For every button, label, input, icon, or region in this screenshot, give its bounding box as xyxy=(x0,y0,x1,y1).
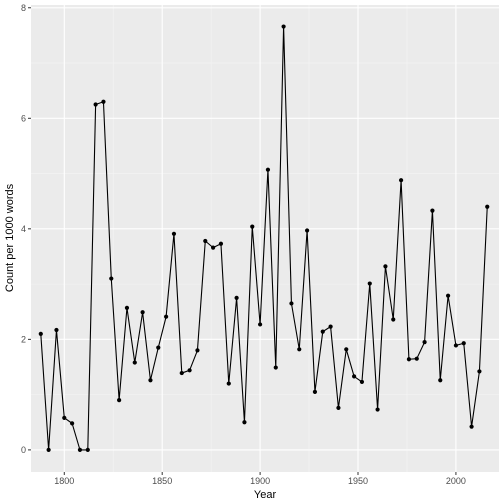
data-point xyxy=(132,360,137,365)
data-point xyxy=(77,447,83,452)
data-point xyxy=(101,99,106,104)
x-axis-title: Year xyxy=(254,489,277,501)
data-point xyxy=(179,370,184,376)
data-point xyxy=(438,378,443,383)
grid-lines xyxy=(31,5,499,472)
data-point xyxy=(109,276,114,281)
data-point xyxy=(469,424,474,429)
data-point xyxy=(46,447,51,452)
data-point xyxy=(391,317,396,322)
data-point xyxy=(140,310,145,315)
data-point xyxy=(93,102,98,107)
data-point xyxy=(485,204,490,209)
y-tick-label: 0 xyxy=(21,445,26,455)
data-point xyxy=(234,295,239,301)
y-tick-label: 2 xyxy=(21,334,26,344)
data-point xyxy=(54,327,59,333)
data-point xyxy=(453,343,459,348)
data-point xyxy=(430,208,435,213)
x-tick-label: 1900 xyxy=(250,476,270,486)
data-point xyxy=(258,322,263,327)
data-point xyxy=(148,378,153,383)
x-tick-label: 2000 xyxy=(446,476,466,486)
data-point xyxy=(218,241,224,246)
x-tick-label: 1800 xyxy=(54,476,74,486)
data-point xyxy=(375,407,380,412)
data-point xyxy=(171,231,177,236)
data-point xyxy=(406,357,412,362)
data-point xyxy=(265,167,271,172)
data-point xyxy=(422,340,427,345)
data-point xyxy=(477,369,482,374)
data-point xyxy=(336,405,341,410)
data-point xyxy=(289,301,294,306)
x-tick-label: 1950 xyxy=(348,476,368,486)
data-point xyxy=(312,389,318,394)
data-point xyxy=(156,345,161,350)
data-point xyxy=(383,264,388,269)
data-point xyxy=(164,314,169,319)
data-point xyxy=(328,324,333,329)
data-point xyxy=(445,293,451,298)
data-point xyxy=(117,398,122,403)
data-point xyxy=(85,447,90,452)
data-point xyxy=(344,347,349,352)
data-point xyxy=(250,224,255,229)
x-tick-label: 1850 xyxy=(152,476,172,486)
data-point xyxy=(297,347,302,352)
data-layer xyxy=(38,24,490,452)
data-point xyxy=(359,379,365,385)
y-axis-title: Count per 1000 words xyxy=(4,183,16,292)
data-point xyxy=(352,374,357,379)
data-point xyxy=(367,281,372,286)
y-tick-label: 6 xyxy=(21,113,26,123)
series-line xyxy=(40,25,488,451)
data-point xyxy=(273,365,278,370)
data-point xyxy=(461,341,466,346)
data-point xyxy=(211,245,216,250)
data-point xyxy=(38,331,43,336)
data-point xyxy=(226,381,231,386)
data-point xyxy=(305,228,310,233)
data-point xyxy=(281,24,286,29)
data-point xyxy=(398,178,404,183)
y-tick-label: 4 xyxy=(21,224,26,234)
data-point xyxy=(187,368,192,373)
data-point xyxy=(320,329,325,334)
data-point xyxy=(242,420,247,425)
y-tick-label: 8 xyxy=(21,3,26,13)
data-point xyxy=(414,356,419,361)
axis-ticks: 1800 1850 1900 1950 2000 0 2 4 6 8 xyxy=(21,3,466,486)
data-point xyxy=(195,348,200,353)
data-point xyxy=(62,415,67,420)
data-point xyxy=(70,421,75,426)
data-point xyxy=(124,305,130,310)
data-point xyxy=(203,238,208,244)
